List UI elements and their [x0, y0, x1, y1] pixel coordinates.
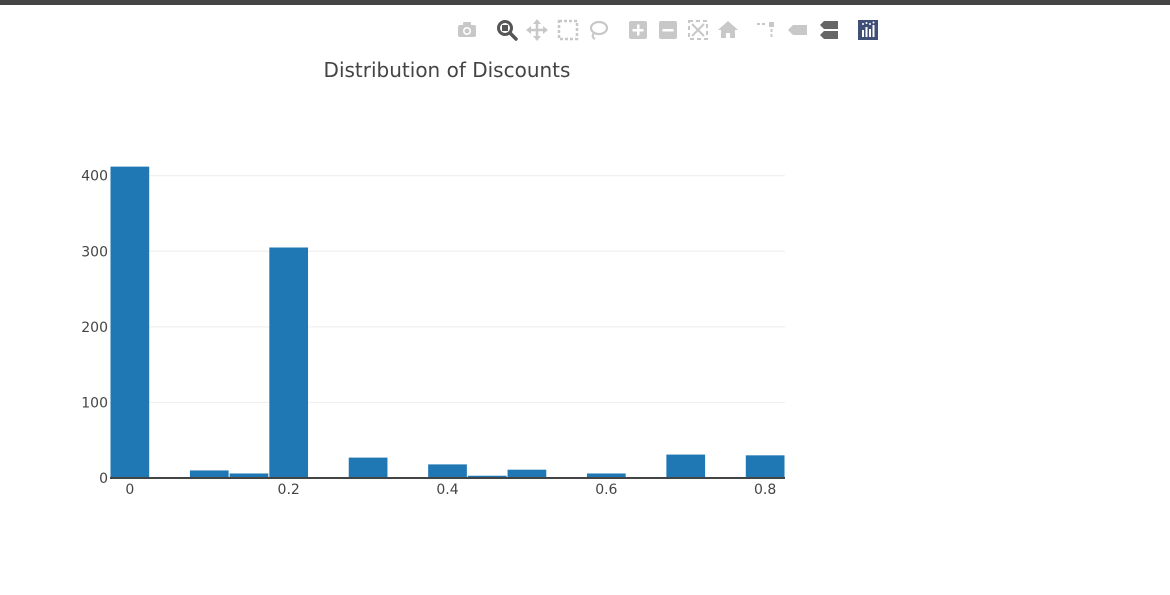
zoom-icon[interactable] [495, 18, 519, 42]
reset-axes-icon[interactable] [716, 18, 740, 42]
histogram-bar[interactable] [586, 473, 626, 478]
histogram-bar[interactable] [229, 473, 269, 478]
histogram-bar[interactable] [467, 475, 507, 478]
zoom-in-icon[interactable] [626, 18, 650, 42]
histogram-bar[interactable] [745, 455, 785, 478]
camera-icon[interactable] [455, 18, 479, 42]
pan-icon[interactable] [525, 18, 549, 42]
x-tick-label: 0.8 [754, 482, 776, 498]
chart-title: Distribution of Discounts [324, 58, 571, 82]
bars [110, 166, 785, 479]
y-tick-label: 200 [81, 320, 108, 336]
plotly-logo-icon[interactable] [856, 18, 880, 42]
histogram-bar[interactable] [348, 457, 388, 478]
histogram-bar[interactable] [428, 464, 467, 478]
histogram-bar[interactable] [666, 454, 706, 478]
x-tick-label: 0.2 [278, 482, 300, 498]
histogram-bar[interactable] [189, 470, 229, 478]
y-tick-label: 400 [81, 169, 108, 185]
box-select-icon[interactable] [556, 18, 580, 42]
gridlines [110, 175, 785, 403]
y-tick-label: 0 [99, 471, 108, 487]
x-axis-ticks: 0 0.2 0.4 0.6 0.8 [125, 482, 776, 498]
spike-lines-icon[interactable] [754, 18, 778, 42]
histogram-bar[interactable] [507, 469, 547, 478]
autoscale-icon[interactable] [686, 18, 710, 42]
histogram-bar[interactable] [269, 247, 309, 478]
hover-compare-icon[interactable] [816, 18, 840, 42]
y-tick-label: 100 [81, 395, 108, 411]
lasso-select-icon[interactable] [586, 18, 610, 42]
zoom-out-icon[interactable] [656, 18, 680, 42]
x-tick-label: 0.6 [595, 482, 617, 498]
window-top-border [0, 0, 1170, 5]
x-tick-label: 0 [125, 482, 134, 498]
histogram-bar[interactable] [110, 166, 150, 479]
hover-closest-icon[interactable] [786, 18, 810, 42]
x-tick-label: 0.4 [436, 482, 458, 498]
y-axis-ticks: 0 100 200 300 400 [81, 169, 108, 487]
y-tick-label: 300 [81, 244, 108, 260]
